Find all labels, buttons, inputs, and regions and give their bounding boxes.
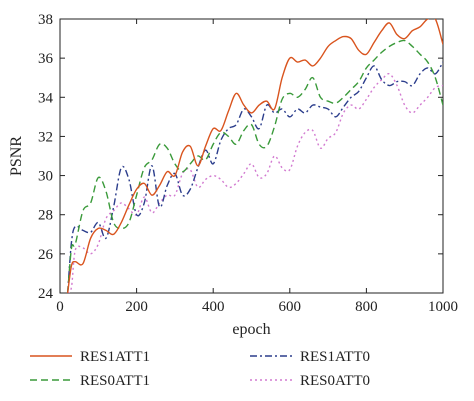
x-tick-label: 600 bbox=[279, 299, 302, 315]
y-tick-label: 34 bbox=[38, 90, 54, 106]
series-line-res0att1 bbox=[66, 39, 443, 293]
y-tick-label: 32 bbox=[38, 129, 53, 145]
axis-ticks: 0 200 400 600 800 1000 24 26 28 30 32 34 36 38 bbox=[38, 12, 458, 315]
legend: RES1ATT1 RES1ATT0 RES0ATT1 RES0ATT0 bbox=[30, 349, 370, 389]
x-tick-label: 800 bbox=[355, 299, 378, 315]
series-line-res0att0 bbox=[67, 72, 443, 293]
series-layer bbox=[66, 19, 443, 293]
x-tick-label: 200 bbox=[125, 299, 148, 315]
y-tick-label: 26 bbox=[38, 247, 54, 263]
legend-label-res0att1: RES0ATT1 bbox=[80, 373, 150, 389]
legend-label-res1att0: RES1ATT0 bbox=[300, 349, 370, 365]
y-axis-label: PSNR bbox=[8, 136, 25, 176]
y-tick-label: 24 bbox=[38, 286, 54, 302]
y-tick-label: 36 bbox=[38, 51, 54, 67]
y-tick-label: 30 bbox=[38, 169, 53, 185]
plot-area-frame bbox=[59, 18, 444, 294]
x-tick-label: 1000 bbox=[428, 299, 458, 315]
series-line-res1att1 bbox=[66, 19, 443, 293]
x-axis-label: epoch bbox=[232, 321, 270, 338]
y-tick-label: 38 bbox=[38, 12, 53, 28]
legend-label-res0att0: RES0ATT0 bbox=[300, 373, 370, 389]
x-tick-label: 400 bbox=[202, 299, 225, 315]
series-line-res1att0 bbox=[66, 61, 443, 293]
x-tick-label: 0 bbox=[56, 299, 64, 315]
y-tick-label: 28 bbox=[38, 208, 53, 224]
legend-label-res1att1: RES1ATT1 bbox=[80, 349, 150, 365]
